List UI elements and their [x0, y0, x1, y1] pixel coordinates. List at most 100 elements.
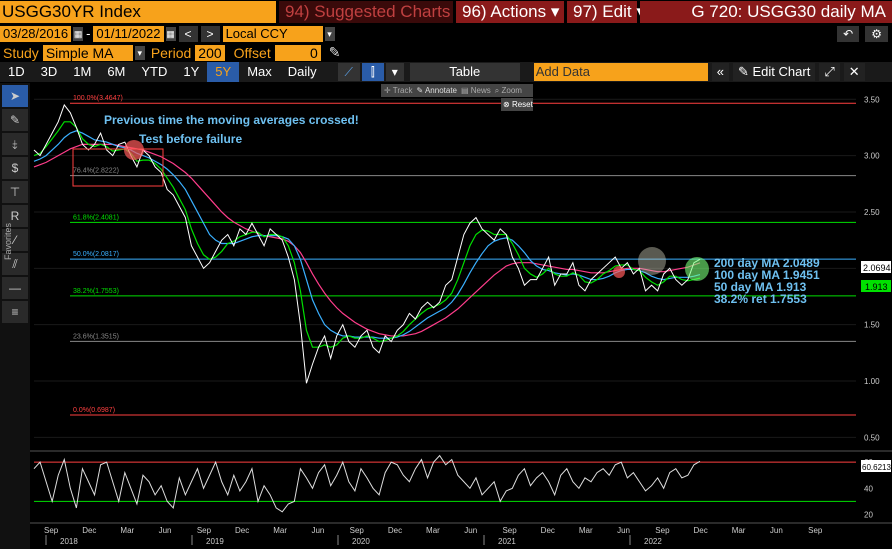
annotate-button[interactable]: ✎ Annotate: [416, 86, 457, 95]
highlight-circle: [638, 247, 666, 275]
collapse-icon[interactable]: «: [711, 63, 729, 81]
period-input[interactable]: 200: [195, 44, 225, 61]
x-month-label: Dec: [82, 526, 96, 535]
tab-3d[interactable]: 3D: [40, 64, 58, 79]
chart-mini-toolbar: ✛ Track ✎ Annotate ▤ News ⌕ Zoom: [381, 84, 533, 97]
prev-period-button[interactable]: <: [178, 25, 198, 42]
actions-label: 96) Actions: [462, 2, 547, 21]
next-period-button[interactable]: >: [200, 25, 220, 42]
edit-chart-button[interactable]: ✎ Edit Chart: [732, 63, 816, 81]
calendar-icon[interactable]: ▦: [165, 26, 176, 41]
add-data-input[interactable]: Add Data: [533, 63, 708, 81]
x-month-label: Sep: [197, 526, 212, 535]
x-year-label: 2018: [60, 537, 78, 546]
x-month-label: Mar: [579, 526, 593, 535]
y-tick-label: 1.00: [864, 377, 880, 386]
percent-line-icon[interactable]: ⤈: [2, 133, 28, 155]
price-chart[interactable]: 100.0%(3.4647) 76.4%(2.8222) 61.8%(2.4081)…: [30, 83, 892, 549]
x-month-label: Jun: [159, 526, 172, 535]
currency-field[interactable]: Local CCY: [222, 25, 323, 42]
expand-icon[interactable]: ⤢: [819, 63, 840, 81]
current-circle: [685, 257, 709, 281]
grid-lines: [34, 98, 856, 438]
favorites-label: Favorites: [3, 223, 13, 261]
frequency-select[interactable]: Daily ▼: [287, 64, 317, 99]
legend-ma100: 100 day MA 1.9451: [714, 268, 820, 282]
settings-button[interactable]: ⚙: [865, 25, 888, 42]
last-ma50-label: 1.913: [865, 282, 888, 292]
chevron-down-icon[interactable]: ▾: [134, 45, 145, 60]
fib-label: 38.2%(1.7553): [73, 288, 119, 295]
tab-1m[interactable]: 1M: [73, 64, 92, 79]
annotation-marks: [72, 140, 709, 281]
edit-button[interactable]: 97) Edit ▾: [567, 1, 645, 23]
annotation-test: Test before failure: [139, 132, 242, 146]
horizontal-line-icon[interactable]: —: [2, 277, 28, 299]
x-month-label: Dec: [541, 526, 555, 535]
line-chart-icon[interactable]: ⟋: [337, 63, 360, 81]
date-range-bar: 03/28/2016 ▦ - 01/11/2022 ▦ < > Local CC…: [0, 25, 892, 42]
fib-label: 61.8%(2.4081): [73, 214, 119, 221]
tab-1y[interactable]: 1Y: [183, 64, 200, 79]
reset-button[interactable]: ⊗ Reset: [501, 98, 533, 111]
x-year-label: 2019: [206, 537, 224, 546]
ticker-field[interactable]: USGG30YR Index: [0, 1, 276, 23]
oscillator-panel: 604020: [30, 450, 892, 519]
fib-icon[interactable]: ⊤: [2, 181, 28, 203]
x-month-label: Mar: [273, 526, 287, 535]
table-button[interactable]: Table: [409, 63, 520, 81]
dollar-line-icon[interactable]: $: [2, 157, 28, 179]
tab-max[interactable]: Max: [247, 64, 272, 79]
x-year-label: 2020: [352, 537, 370, 546]
tab-6m[interactable]: 6M: [107, 64, 126, 79]
x-month-label: Mar: [120, 526, 134, 535]
chevron-down-icon[interactable]: ▾: [324, 26, 335, 41]
toolbar: 1D 3D 1M 6M YTD 1Y 5Y Max Daily ▼ ⟋ ⫿ ▾ …: [0, 62, 892, 99]
last-price-box: [861, 261, 891, 273]
offset-input[interactable]: 0: [274, 44, 321, 61]
ma-legend: 200 day MA 2.0489 100 day MA 1.9451 50 d…: [714, 256, 820, 306]
last-ma50-box: [861, 280, 891, 292]
reset-label: Reset: [511, 100, 533, 109]
cross-marker-2: [613, 266, 625, 278]
suggested-charts-button[interactable]: 94) Suggested Charts: [279, 1, 453, 23]
y-tick-label: 1.50: [864, 321, 880, 330]
channel-icon[interactable]: ⫽: [2, 253, 28, 275]
pencil-icon: ✎: [737, 64, 749, 79]
x-month-label: Mar: [732, 526, 746, 535]
legend-ma200: 200 day MA 2.0489: [714, 256, 820, 270]
text-tool-icon[interactable]: R: [2, 205, 28, 227]
trendline-icon[interactable]: ⁄: [2, 229, 28, 251]
x-month-label: Sep: [808, 526, 823, 535]
last-price-label: 2.0694: [863, 263, 891, 273]
cursor-icon[interactable]: ➤: [2, 85, 28, 107]
candlestick-icon[interactable]: ⫿: [361, 63, 384, 81]
chevron-down-icon[interactable]: ▾: [385, 63, 404, 81]
tab-1d[interactable]: 1D: [8, 64, 25, 79]
x-month-label: Dec: [693, 526, 707, 535]
zoom-button[interactable]: ⌕ Zoom: [494, 86, 522, 95]
pencil-icon[interactable]: ✎: [328, 44, 341, 60]
track-button[interactable]: ✛ Track: [384, 86, 413, 95]
x-year-label: 2021: [498, 537, 516, 546]
period-label: Period: [150, 44, 192, 61]
annotate-label: Annotate: [424, 86, 457, 95]
x-month-label: Jun: [617, 526, 630, 535]
annotation-crossed: Previous time the moving averages crosse…: [104, 113, 359, 127]
end-date-field[interactable]: 01/11/2022: [93, 25, 164, 42]
x-month-label: Sep: [44, 526, 59, 535]
tab-5y[interactable]: 5Y: [207, 62, 240, 82]
x-axis: Sep Dec Mar Jun Sep Dec Mar Jun Sep Dec Mar Jun Sep D…: [30, 522, 892, 546]
tab-ytd[interactable]: YTD: [141, 64, 168, 79]
undo-icon[interactable]: ↶: [837, 25, 860, 42]
x-month-label: Dec: [388, 526, 402, 535]
start-date-field[interactable]: 03/28/2016: [0, 25, 72, 42]
calendar-icon[interactable]: ▦: [73, 26, 84, 41]
pen-icon[interactable]: ✎: [2, 109, 28, 131]
close-icon[interactable]: ✕: [843, 63, 865, 81]
study-select[interactable]: Simple MA: [42, 44, 133, 61]
x-month-label: Mar: [426, 526, 440, 535]
parallel-lines-icon[interactable]: ≡: [2, 301, 28, 323]
actions-button[interactable]: 96) Actions ▾: [456, 1, 564, 23]
news-button[interactable]: ▤ News: [461, 86, 491, 95]
